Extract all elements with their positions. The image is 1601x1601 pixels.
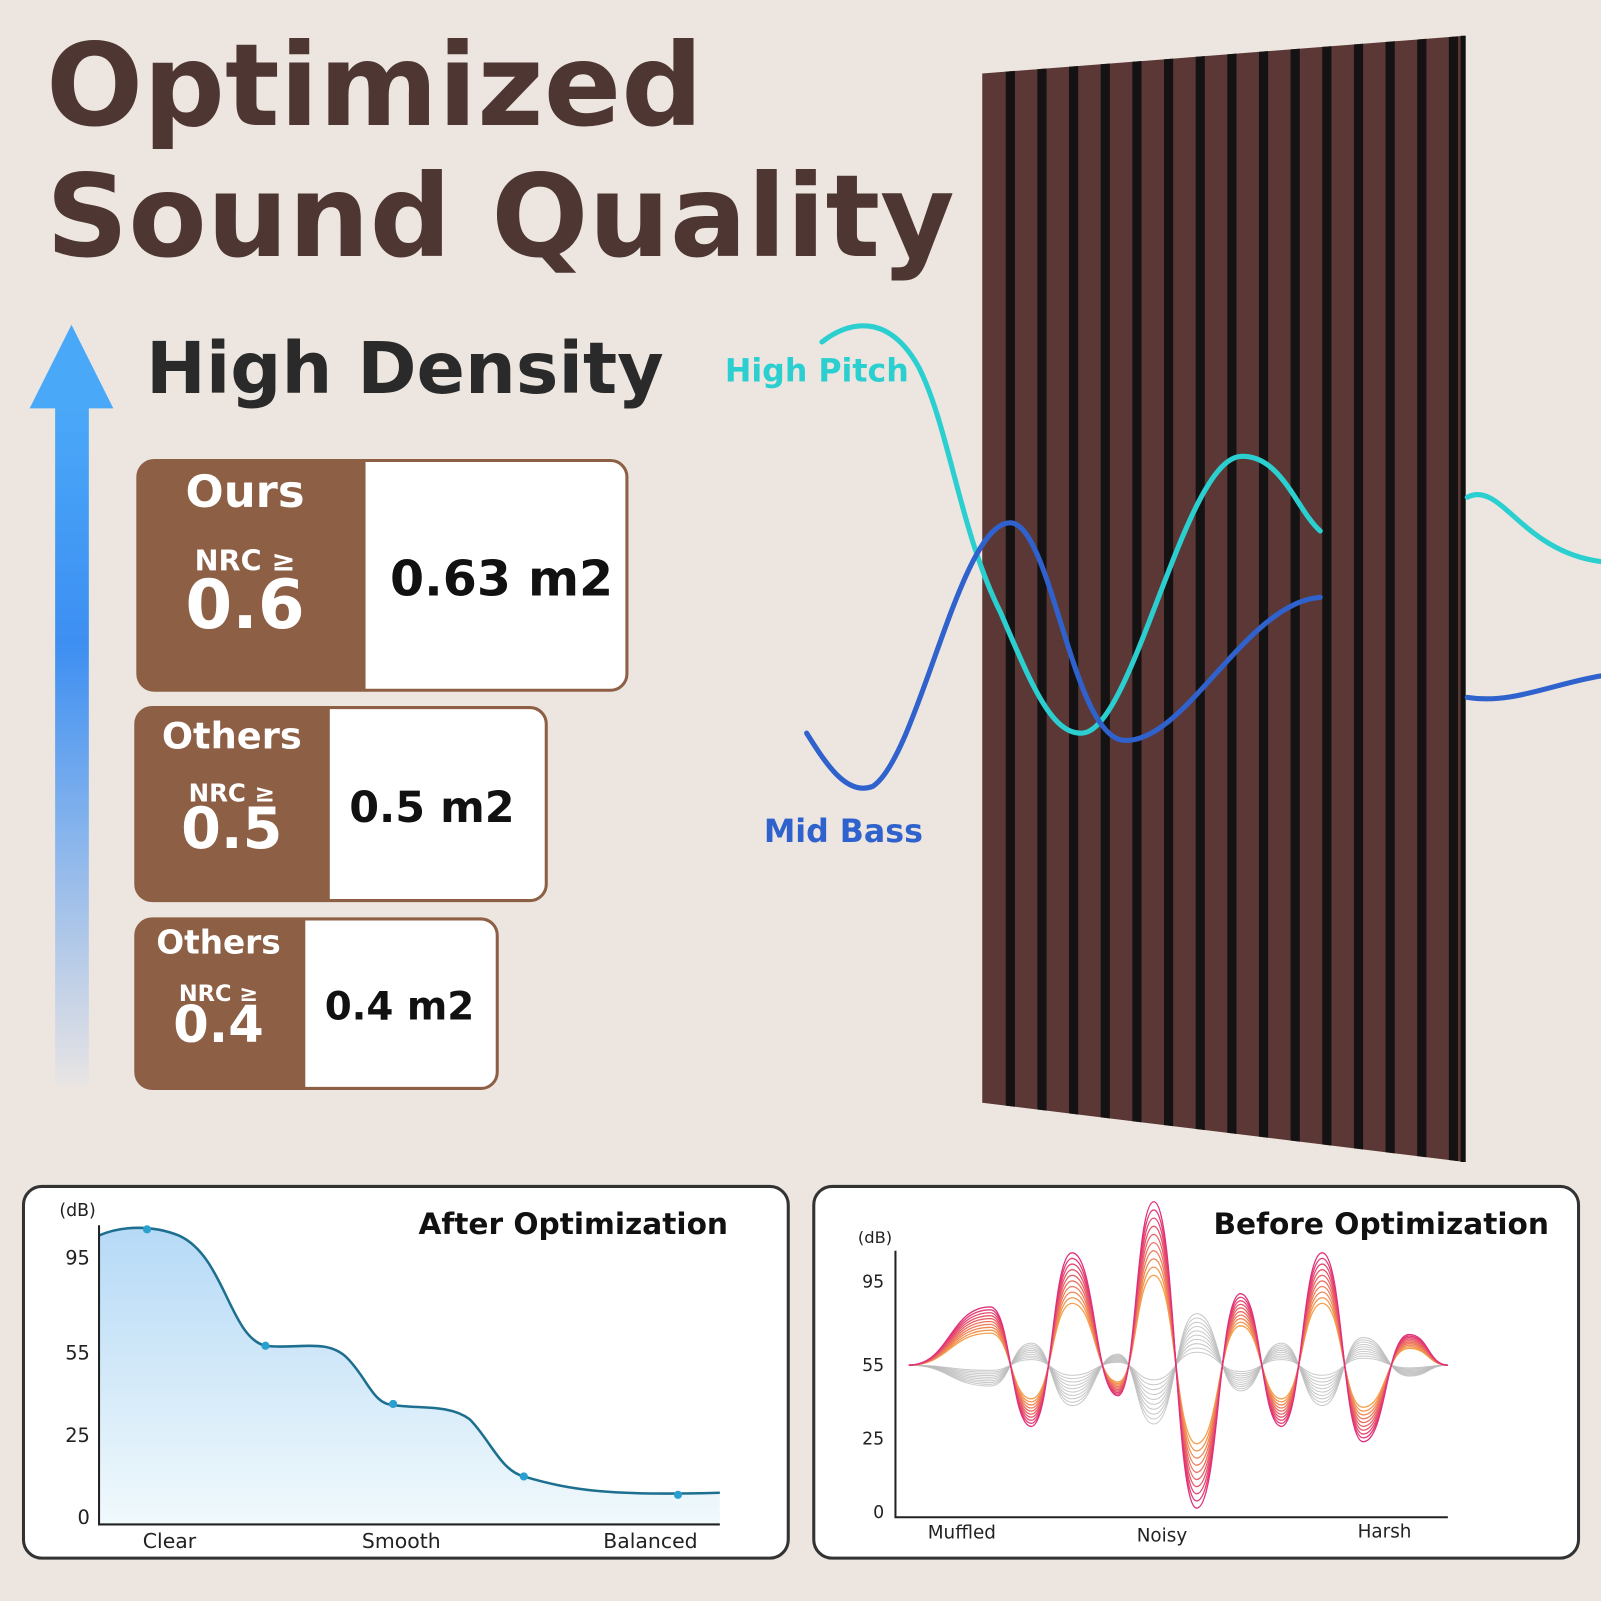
before-chart: (dB) Before Optimization 95 55 25 0 Muffled N… <box>812 1184 1581 1560</box>
box-label-area <box>135 918 306 1089</box>
density-label: High Density <box>146 327 664 410</box>
gray-wave <box>908 1330 1448 1405</box>
y-tick-label: 25 <box>862 1430 884 1450</box>
slat <box>1290 35 1300 1162</box>
x-category-label: Harsh <box>1358 1522 1412 1543</box>
slat <box>1037 35 1047 1162</box>
slat <box>1195 35 1205 1162</box>
gray-wave <box>908 1343 1448 1391</box>
gray-wave <box>908 1326 1448 1410</box>
y-tick-label: 55 <box>65 1341 90 1364</box>
nrc-value: 0.6 <box>185 565 304 644</box>
y-tick-label: 0 <box>78 1506 90 1529</box>
gray-wave <box>908 1347 1448 1386</box>
brand: Others <box>162 715 302 758</box>
slat <box>1322 35 1332 1162</box>
title-line: Optimized <box>46 19 703 152</box>
gray-wave <box>908 1334 1448 1400</box>
slat <box>1227 35 1237 1162</box>
y-tick-label: 0 <box>873 1503 884 1523</box>
slat <box>1100 35 1110 1162</box>
box-label-area <box>135 707 330 901</box>
sound-waves <box>804 323 1601 791</box>
x-category-label: Muffled <box>928 1523 996 1544</box>
y-tick-label: 95 <box>65 1246 90 1269</box>
nrc-prefix: NRC ≥ <box>189 778 275 807</box>
gray-wave <box>908 1321 1448 1415</box>
gray-wave <box>908 1317 1448 1420</box>
x-category-label: Clear <box>143 1529 197 1553</box>
y-tick-label: 95 <box>862 1272 884 1292</box>
slat <box>1385 35 1395 1162</box>
area-value: 0.5 m2 <box>349 783 514 833</box>
slat <box>1353 35 1364 1162</box>
chart-title: After Optimization <box>418 1207 728 1241</box>
slat <box>1132 35 1142 1162</box>
color-wave <box>908 1201 1448 1509</box>
unit-label: (dB) <box>59 1201 95 1221</box>
slat <box>1417 35 1427 1162</box>
wave-label: Mid Bass <box>764 814 923 850</box>
slat <box>1163 35 1174 1162</box>
box-label-area <box>137 460 366 691</box>
panel <box>982 35 1466 1162</box>
area-value: 0.63 m2 <box>390 550 613 607</box>
x-category-label: Balanced <box>603 1529 697 1553</box>
slat <box>1448 35 1459 1162</box>
gray-wave <box>908 1338 1448 1396</box>
y-tick-label: 55 <box>862 1356 884 1376</box>
x-category-label: Noisy <box>1137 1526 1188 1547</box>
nrc-prefix: NRC ≥ <box>179 981 258 1007</box>
chart-title: Before Optimization <box>1213 1207 1548 1241</box>
slat <box>1069 35 1079 1162</box>
unit-label: (dB) <box>858 1228 892 1247</box>
x-category-label: Smooth <box>362 1529 441 1553</box>
nrc-prefix: NRC ≥ <box>195 544 296 578</box>
after-chart: (dB) After Optimization 95 55 25 0 Clear Smoo… <box>21 1184 790 1560</box>
title-line: Sound Quality <box>46 150 955 283</box>
brand: Ours <box>186 465 305 518</box>
wave-label: High Pitch <box>725 354 909 390</box>
density-arrow <box>29 324 114 1085</box>
area-value: 0.4 m2 <box>325 984 475 1029</box>
nrc-value: 0.4 <box>173 996 263 1055</box>
brand: Others <box>156 923 280 961</box>
slat <box>1258 35 1269 1162</box>
slat <box>1005 35 1015 1162</box>
y-tick-label: 25 <box>65 1424 90 1447</box>
nrc-value: 0.5 <box>181 796 282 862</box>
gray-wave <box>908 1313 1448 1425</box>
gray-wave <box>908 1351 1448 1381</box>
